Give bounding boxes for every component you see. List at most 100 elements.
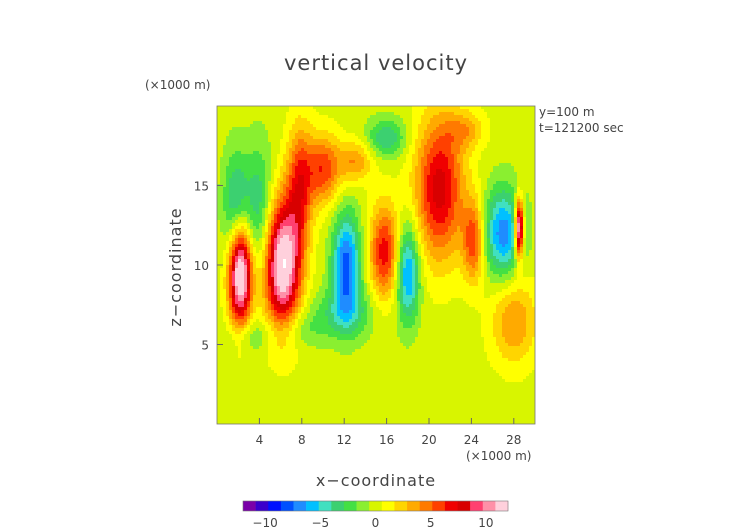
heatmap-cell <box>415 241 419 245</box>
heatmap-cell <box>505 211 509 215</box>
heatmap-cell <box>388 169 392 173</box>
heatmap-cell <box>433 121 437 125</box>
heatmap-cell <box>421 124 425 128</box>
heatmap-cell <box>463 115 467 119</box>
heatmap-cell <box>397 184 401 188</box>
heatmap-cell <box>328 145 332 149</box>
heatmap-cell <box>328 130 332 134</box>
heatmap-cell <box>367 190 371 194</box>
heatmap-cell <box>451 169 455 173</box>
heatmap-cell <box>316 160 320 164</box>
heatmap-cell <box>289 214 293 218</box>
heatmap-cell <box>358 130 362 134</box>
heatmap-cell <box>259 229 263 233</box>
heatmap-cell <box>286 166 290 170</box>
heatmap-cell <box>247 199 251 203</box>
heatmap-cell <box>463 163 467 167</box>
heatmap-cell <box>451 115 455 119</box>
heatmap-cell <box>256 172 260 176</box>
heatmap-cell <box>385 235 389 239</box>
heatmap-cell <box>385 121 389 125</box>
heatmap-cell <box>304 124 308 128</box>
heatmap-cell <box>472 127 476 131</box>
heatmap-cell <box>370 193 374 197</box>
heatmap-cell <box>349 232 353 236</box>
heatmap-cell <box>370 238 374 242</box>
heatmap-cell <box>454 211 458 215</box>
heatmap-cell <box>235 244 239 248</box>
heatmap-cell <box>451 202 455 206</box>
heatmap-cell <box>277 238 281 242</box>
heatmap-cell <box>319 142 323 146</box>
heatmap-cell <box>499 211 503 215</box>
heatmap-cell <box>508 184 512 188</box>
heatmap-cell <box>310 112 314 116</box>
heatmap-cell <box>427 220 431 224</box>
heatmap-cell <box>427 139 431 143</box>
heatmap-cell <box>286 169 290 173</box>
heatmap-cell <box>337 208 341 212</box>
heatmap-cell <box>286 121 290 125</box>
heatmap-cell <box>478 115 482 119</box>
heatmap-cell <box>493 172 497 176</box>
heatmap-cell <box>394 205 398 209</box>
heatmap-cell <box>421 226 425 230</box>
heatmap-cell <box>382 109 386 113</box>
heatmap-cell <box>313 136 317 140</box>
heatmap-cell <box>313 232 317 236</box>
heatmap-cell <box>280 229 284 233</box>
heatmap-cell <box>418 166 422 170</box>
heatmap-cell <box>433 181 437 185</box>
heatmap-cell <box>526 241 530 245</box>
heatmap-cell <box>529 115 533 119</box>
heatmap-cell <box>262 232 266 236</box>
heatmap-cell <box>253 190 257 194</box>
heatmap-cell <box>508 169 512 173</box>
heatmap-cell <box>364 148 368 152</box>
heatmap-cell <box>493 190 497 194</box>
heatmap-cell <box>373 124 377 128</box>
heatmap-cell <box>292 181 296 185</box>
heatmap-cell <box>301 163 305 167</box>
heatmap-cell <box>244 205 248 209</box>
heatmap-cell <box>520 136 524 140</box>
heatmap-cell <box>502 193 506 197</box>
heatmap-cell <box>463 238 467 242</box>
heatmap-cell <box>424 124 428 128</box>
heatmap-cell <box>349 238 353 242</box>
heatmap-cell <box>454 142 458 146</box>
heatmap-cell <box>250 190 254 194</box>
heatmap-cell <box>298 157 302 161</box>
heatmap-cell <box>280 226 284 230</box>
heatmap-cell <box>229 235 233 239</box>
heatmap-cell <box>466 151 470 155</box>
heatmap-cell <box>364 106 368 110</box>
heatmap-cell <box>502 235 506 239</box>
heatmap-cell <box>526 217 530 221</box>
heatmap-cell <box>388 205 392 209</box>
heatmap-cell <box>451 109 455 113</box>
heatmap-cell <box>427 130 431 134</box>
heatmap-cell <box>508 109 512 113</box>
heatmap-cell <box>478 238 482 242</box>
heatmap-cell <box>445 124 449 128</box>
heatmap-cell <box>355 190 359 194</box>
heatmap-cell <box>313 145 317 149</box>
heatmap-cell <box>427 187 431 191</box>
heatmap-cell <box>436 154 440 158</box>
heatmap-cell <box>457 193 461 197</box>
heatmap-cell <box>397 211 401 215</box>
heatmap-cell <box>253 154 257 158</box>
heatmap-cell <box>412 199 416 203</box>
heatmap-cell <box>427 163 431 167</box>
heatmap-cell <box>418 106 422 110</box>
heatmap-cell <box>529 118 533 122</box>
heatmap-cell <box>229 229 233 233</box>
heatmap-cell <box>226 238 230 242</box>
heatmap-cell <box>508 130 512 134</box>
heatmap-plot <box>216 105 536 425</box>
heatmap-cell <box>454 169 458 173</box>
heatmap-cell <box>217 121 221 125</box>
heatmap-cell <box>511 154 515 158</box>
heatmap-cell <box>427 154 431 158</box>
